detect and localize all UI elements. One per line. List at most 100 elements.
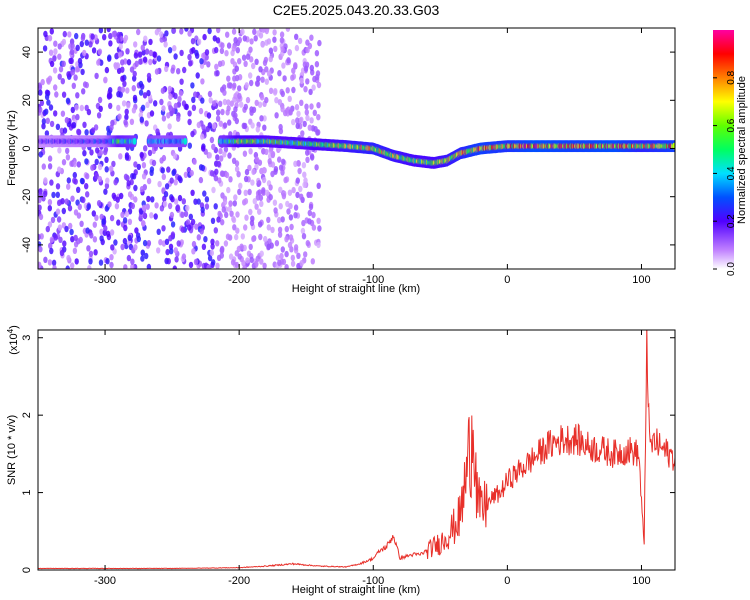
noise-speckle [210,243,215,250]
x-tick-label: -300 [94,274,116,286]
noise-speckle [41,118,47,125]
noise-speckle [187,224,192,231]
noise-speckle [75,92,80,99]
noise-speckle [237,85,242,92]
noise-speckle [232,82,237,89]
noise-speckle [70,106,76,114]
noise-speckle [181,253,187,260]
noise-speckle [109,214,115,222]
noise-speckle [281,193,287,200]
noise-speckle [82,121,87,128]
noise-speckle [142,56,148,63]
noise-speckle [201,243,207,250]
noise-speckle [231,157,237,164]
noise-speckle [195,52,200,59]
noise-speckle [82,49,87,57]
noise-speckle [168,104,173,112]
y-tick-label: 40 [21,46,33,58]
noise-speckle [278,123,283,131]
noise-speckle [308,203,314,211]
noise-speckle [38,106,43,113]
noise-speckle [149,166,155,173]
noise-speckle [107,55,112,62]
noise-speckle [158,239,163,246]
noise-speckle [179,28,184,35]
noise-speckle [120,86,126,93]
noise-speckle [238,182,243,189]
noise-speckle [191,240,197,248]
noise-speckle [218,100,223,108]
noise-speckle [118,153,123,160]
noise-speckle [249,256,254,263]
noise-speckle [211,122,217,130]
noise-speckle [293,212,298,219]
snr-y-multiplier-base: (x10 [8,333,20,354]
noise-speckle [148,49,154,57]
noise-speckle [75,113,80,121]
y-tick-label: 2 [21,412,33,418]
noise-speckle [281,62,286,69]
noise-speckle [81,196,86,204]
noise-speckle [53,234,58,241]
noise-speckle [242,35,247,42]
noise-speckle [291,186,296,194]
noise-speckle [49,247,54,255]
noise-speckle [262,59,268,66]
noise-speckle [142,239,148,247]
noise-speckle [80,34,86,42]
noise-speckle [169,248,174,255]
noise-speckle [282,75,287,82]
noise-speckle [177,175,182,182]
noise-speckle [53,110,58,117]
noise-speckle [170,221,176,228]
snr-y-multiplier: (x104) [6,325,20,355]
noise-speckle [172,265,177,269]
noise-speckle [66,254,71,262]
noise-speckle [303,65,309,72]
noise-speckle [88,41,93,48]
x-tick-label: -200 [228,274,250,286]
noise-speckle [116,91,121,98]
noise-speckle [123,224,128,232]
noise-speckle [140,255,145,262]
noise-speckle [309,34,314,41]
noise-speckle [90,33,95,40]
noise-speckle [307,209,312,217]
noise-speckle [139,151,144,159]
colorbar-ticks: 0.0 0.2 0.4 0.6 0.8 [713,70,737,276]
noise-speckle [146,72,152,80]
noise-speckle [159,31,164,38]
noise-speckle [296,160,301,167]
noise-speckle [291,67,296,74]
noise-speckle [211,186,216,194]
noise-speckle [109,165,114,172]
noise-speckle [248,148,253,155]
noise-speckle [86,245,91,252]
noise-speckle [248,46,253,53]
snr-frame [37,329,676,571]
noise-speckle [153,100,158,107]
noise-speckle [122,217,128,224]
noise-speckle [305,114,310,122]
noise-speckle [81,88,86,95]
x-tick-label: -100 [362,274,384,286]
noise-speckle [291,118,296,126]
noise-speckle [70,262,75,269]
noise-speckle [183,171,189,178]
noise-speckle [261,187,266,194]
noise-speckle [285,87,290,94]
noise-speckle [232,75,237,82]
noise-speckle [49,179,54,186]
noise-speckle [317,39,322,47]
noise-speckle [170,67,175,74]
noise-speckle [248,208,253,216]
noise-speckle [38,213,44,221]
noise-speckle [277,99,283,106]
noise-speckle [113,179,118,186]
noise-speckle [237,36,242,44]
noise-speckle [129,66,135,73]
noise-speckle [51,259,57,266]
noise-speckle [105,258,110,265]
noise-speckle [206,61,211,68]
noise-speckle [164,65,169,73]
